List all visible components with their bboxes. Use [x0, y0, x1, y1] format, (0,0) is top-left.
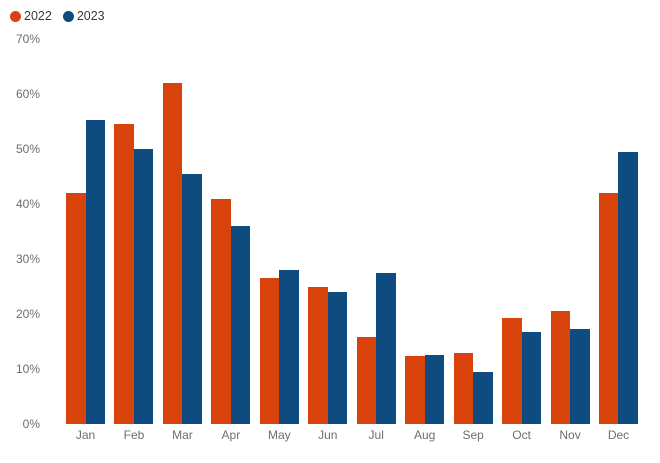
bar-2023-mar[interactable]	[182, 174, 202, 424]
bar-2023-feb[interactable]	[133, 149, 154, 424]
x-tick-label: Aug	[413, 428, 436, 442]
y-tick-label: 10%	[15, 362, 40, 376]
bar-2023-oct[interactable]	[521, 331, 542, 424]
x-tick-label: Mar	[172, 428, 193, 442]
bar-2023-sep[interactable]	[473, 371, 493, 424]
legend-swatch-2022-icon	[10, 10, 21, 22]
legend-label-2023: 2023	[76, 9, 105, 23]
bar-2023-apr[interactable]	[230, 226, 251, 424]
bar-2022-oct[interactable]	[502, 318, 522, 424]
bar-group-dec: Dec	[598, 39, 638, 442]
y-tick-label: 40%	[15, 197, 40, 211]
y-tick-label: 70%	[15, 32, 40, 46]
x-tick-label: Jun	[318, 428, 338, 442]
bar-group-apr: Apr	[211, 39, 251, 442]
plot-area: Jan Feb Mar Apr May Jun Jul Aug Sep Oct Nov Dec	[66, 39, 638, 442]
bar-2022-apr[interactable]	[211, 198, 231, 424]
bar-2022-aug[interactable]	[405, 355, 425, 424]
legend: 2022 2023	[10, 9, 105, 23]
bar-group-jun: Jun	[308, 39, 348, 442]
bar-2022-may[interactable]	[259, 278, 280, 424]
bar-2023-may[interactable]	[279, 270, 299, 424]
bar-group-mar: Mar	[162, 39, 202, 442]
x-tick-label: Sep	[462, 428, 484, 442]
bar-group-jan: Jan	[66, 39, 105, 442]
x-tick-label: Dec	[607, 428, 630, 442]
legend-item-2023[interactable]: 2023	[62, 9, 105, 23]
legend-label-2022: 2022	[24, 9, 52, 23]
bar-group-jul: Jul	[356, 39, 396, 442]
bar-2022-mar[interactable]	[162, 83, 183, 424]
bar-2023-nov[interactable]	[570, 329, 590, 424]
bar-group-feb: Feb	[114, 39, 154, 442]
bar-2022-jul[interactable]	[356, 337, 377, 424]
bar-2023-jan[interactable]	[85, 119, 105, 424]
legend-item-2022[interactable]: 2022	[10, 9, 52, 23]
bar-group-sep: Sep	[453, 39, 493, 442]
bar-2022-jun[interactable]	[308, 286, 328, 424]
bar-group-aug: Aug	[405, 39, 445, 442]
bar-2022-jan[interactable]	[66, 193, 86, 424]
x-tick-label: Jul	[368, 428, 384, 442]
x-tick-label: Oct	[512, 428, 531, 442]
x-tick-label: Nov	[559, 428, 581, 442]
bar-2023-jun[interactable]	[327, 292, 348, 424]
bar-2023-dec[interactable]	[618, 151, 638, 424]
y-tick-label: 0%	[22, 417, 40, 431]
bar-2022-nov[interactable]	[550, 311, 571, 424]
y-tick-label: 30%	[15, 252, 40, 266]
bar-2022-dec[interactable]	[598, 193, 619, 424]
x-tick-label: Feb	[123, 428, 145, 442]
bar-2023-aug[interactable]	[424, 354, 445, 424]
bar-group-oct: Oct	[502, 39, 542, 442]
bar-2022-feb[interactable]	[114, 124, 134, 424]
x-tick-label: May	[267, 428, 291, 442]
y-tick-label: 50%	[15, 142, 40, 156]
y-tick-label: 60%	[15, 87, 40, 101]
bar-2023-jul[interactable]	[376, 273, 396, 424]
x-tick-label: Apr	[221, 428, 241, 442]
legend-swatch-2023-icon	[62, 10, 74, 22]
bar-group-nov: Nov	[550, 39, 590, 442]
bar-2022-sep[interactable]	[453, 352, 474, 424]
y-tick-label: 20%	[15, 307, 40, 321]
x-tick-label: Jan	[75, 428, 96, 442]
bar-group-may: May	[259, 39, 299, 442]
